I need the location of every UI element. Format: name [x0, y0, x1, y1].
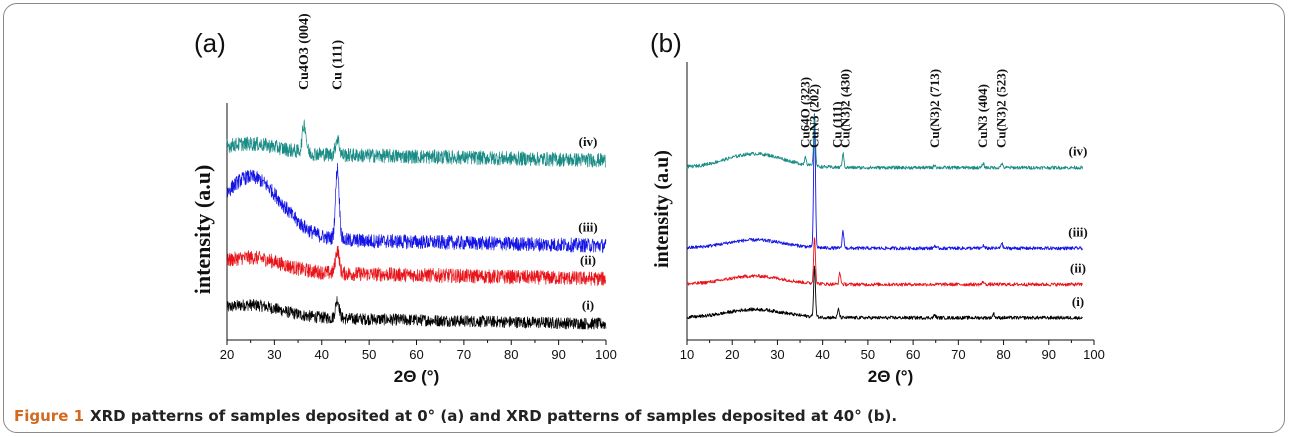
- x-tick-label: 20: [725, 347, 739, 362]
- series-line-iv: [686, 114, 1084, 170]
- x-tick-label: 50: [362, 347, 376, 362]
- peak-annotation: Cu64O (323): [797, 77, 812, 148]
- chart-panel-1: 10 20 30 40 50 60 70 80 90 100 (b) 2Θ (°) intensity …: [650, 28, 1105, 386]
- y-axis-label: intensity (a.u): [651, 150, 673, 268]
- series-line-iii: [226, 162, 607, 254]
- x-tick-label: 40: [815, 347, 829, 362]
- peak-annotation: Cu (111): [330, 39, 345, 90]
- series-line-iv: [226, 119, 607, 168]
- panel-label: (a): [194, 28, 226, 58]
- series-label: (iii): [578, 219, 598, 234]
- caption-text: XRD patterns of samples deposited at 0° …: [90, 407, 898, 425]
- x-tick-label: 60: [906, 347, 920, 362]
- x-tick-label: 100: [595, 347, 617, 362]
- x-tick-label: 10: [680, 347, 694, 362]
- series-line-ii: [686, 237, 1083, 287]
- peak-annotation: CuN3 (202): [807, 84, 822, 148]
- peak-annotation: Cu (111): [830, 101, 845, 148]
- series-line-i: [686, 265, 1083, 320]
- y-axis-label: intensity (a.u): [190, 165, 215, 295]
- x-tick-label: 70: [951, 347, 965, 362]
- x-tick-label: 30: [267, 347, 281, 362]
- panel-label: (b): [650, 28, 682, 58]
- x-tick-label: 30: [770, 347, 784, 362]
- x-axis-label: 2Θ (°): [868, 367, 914, 386]
- x-tick-label: 40: [315, 347, 329, 362]
- peak-annotation: Cu(N3)2 (523): [994, 69, 1009, 148]
- series-label: (iv): [579, 134, 598, 149]
- series-line-i: [226, 296, 607, 330]
- x-tick-label: 90: [551, 347, 565, 362]
- x-tick-label: 100: [1083, 347, 1105, 362]
- peak-annotation: CuN3 (404): [975, 84, 990, 148]
- x-tick-label: 20: [220, 347, 234, 362]
- series-line-ii: [226, 245, 607, 286]
- figure-caption: Figure 1 XRD patterns of samples deposite…: [14, 407, 897, 425]
- series-line-iii: [686, 113, 1084, 251]
- x-axis-label: 2Θ (°): [394, 367, 440, 386]
- x-tick-label: 50: [861, 347, 875, 362]
- x-tick-label: 60: [409, 347, 423, 362]
- series-label: (i): [582, 298, 594, 313]
- peak-annotation: Cu(N3)2 (430): [837, 69, 852, 148]
- chart-panel-0: 20 30 40 50 60 70 80 90 100 (a) 2Θ (°) intensity (a…: [190, 13, 617, 386]
- figure-frame: [3, 3, 1285, 433]
- series-label: (i): [1072, 294, 1084, 309]
- series-label: (ii): [1070, 260, 1086, 275]
- peak-annotation: Cu(N3)2 (713): [927, 69, 942, 148]
- x-tick-label: 80: [504, 347, 518, 362]
- x-tick-label: 80: [996, 347, 1010, 362]
- series-label: (iii): [1068, 224, 1088, 239]
- peak-annotation: Cu4O3 (004): [297, 13, 312, 90]
- x-tick-label: 90: [1042, 347, 1056, 362]
- series-label: (iv): [1069, 144, 1088, 159]
- x-tick-label: 70: [457, 347, 471, 362]
- caption-label: Figure 1: [14, 407, 85, 425]
- series-label: (ii): [580, 253, 596, 268]
